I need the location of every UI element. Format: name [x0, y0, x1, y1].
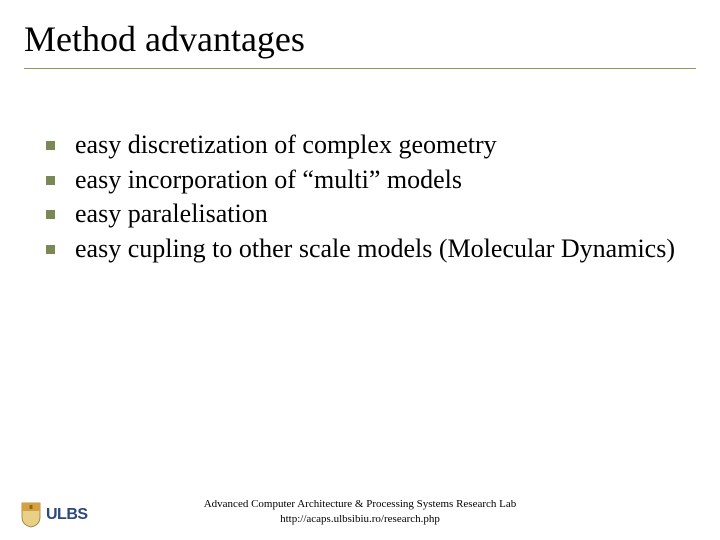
- content-area: easy discretization of complex geometry …: [24, 129, 696, 265]
- footer-line-2: http://acaps.ulbsibiu.ro/research.php: [204, 512, 517, 526]
- bullet-icon: [46, 141, 55, 150]
- list-item: easy discretization of complex geometry: [46, 129, 676, 162]
- bullet-text: easy discretization of complex geometry: [75, 129, 497, 162]
- footer-text: Advanced Computer Architecture & Process…: [204, 497, 517, 526]
- bullet-icon: [46, 176, 55, 185]
- bullet-icon: [46, 210, 55, 219]
- slide: Method advantages easy discretization of…: [0, 0, 720, 540]
- bullet-text: easy cupling to other scale models (Mole…: [75, 233, 675, 266]
- bullet-text: easy incorporation of “multi” models: [75, 164, 462, 197]
- list-item: easy paralelisation: [46, 198, 676, 231]
- list-item: easy cupling to other scale models (Mole…: [46, 233, 676, 266]
- footer-line-1: Advanced Computer Architecture & Process…: [204, 497, 517, 511]
- list-item: easy incorporation of “multi” models: [46, 164, 676, 197]
- slide-title: Method advantages: [24, 18, 696, 69]
- bullet-text: easy paralelisation: [75, 198, 268, 231]
- bullet-icon: [46, 245, 55, 254]
- footer: Advanced Computer Architecture & Process…: [0, 497, 720, 526]
